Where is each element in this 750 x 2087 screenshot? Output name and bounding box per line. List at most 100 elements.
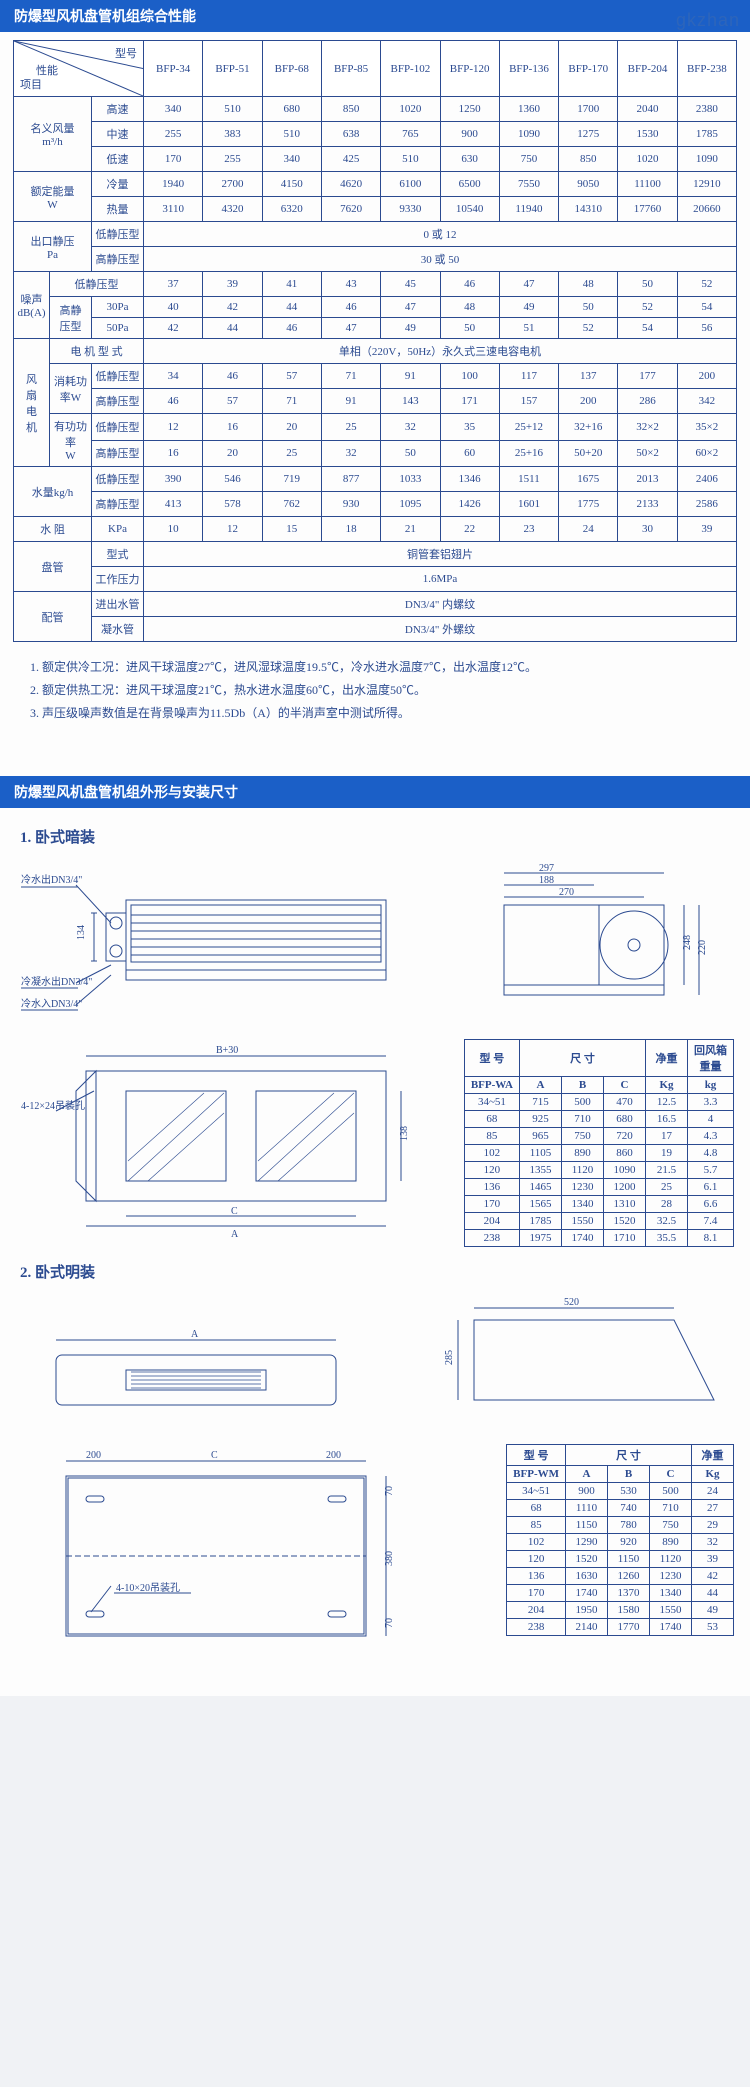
cell: 137 [559, 364, 618, 389]
model-col: BFP-120 [440, 41, 499, 97]
table-cell: 49 [692, 1602, 734, 1619]
dim-a2: A [191, 1329, 199, 1340]
table-cell: 1740 [562, 1230, 604, 1247]
model-col: BFP-238 [677, 41, 736, 97]
cell: 39 [203, 272, 262, 297]
cell: 1775 [559, 492, 618, 517]
wa-col: Kg [646, 1077, 688, 1094]
cell: 1700 [559, 97, 618, 122]
table-cell: 238 [507, 1619, 566, 1636]
cell: 45 [381, 272, 440, 297]
table-cell: 890 [650, 1534, 692, 1551]
table-cell: 1630 [566, 1568, 608, 1585]
cell: 10540 [440, 197, 499, 222]
notes: 1. 额定供冷工况：进风干球温度27℃，进风湿球温度19.5℃，冷水进水温度7℃… [0, 652, 750, 736]
wa-col-box: 回风箱 重量 [688, 1040, 734, 1077]
table-cell: 44 [692, 1585, 734, 1602]
table-cell: 5.7 [688, 1162, 734, 1179]
table-cell: 1200 [604, 1179, 646, 1196]
cell: 18 [321, 517, 380, 542]
row-cool: 冷量 [92, 172, 144, 197]
cell: 200 [559, 389, 618, 414]
cell: 762 [262, 492, 321, 517]
table-cell: 16.5 [646, 1111, 688, 1128]
table-cell: 1550 [562, 1213, 604, 1230]
label-cond-out: 冷凝水出DN3/4" [21, 975, 92, 988]
table-cell: 1340 [562, 1196, 604, 1213]
cell: 52 [677, 272, 736, 297]
cell: 49 [499, 297, 558, 318]
cell: 2013 [618, 467, 677, 492]
cell: 255 [144, 122, 203, 147]
drawing-mounting-plate: 200 C 200 70 380 70 4-10×20吊装孔 [16, 1436, 416, 1676]
table-cell: 34~51 [464, 1094, 519, 1111]
cell: 900 [440, 122, 499, 147]
cell: 2040 [618, 97, 677, 122]
table-cell: 204 [507, 1602, 566, 1619]
cell: 50+20 [559, 440, 618, 467]
table-cell: 27 [692, 1500, 734, 1517]
table-cell: 530 [608, 1483, 650, 1500]
table-cell: 19 [646, 1145, 688, 1162]
cell: 30 [618, 517, 677, 542]
row-mid: 中速 [92, 122, 144, 147]
wm-col-size: 尺 寸 [566, 1445, 692, 1466]
row2: B+30 C A 4-12×24吊装孔 138 型 号 尺 寸 净重 回风箱 重… [0, 1031, 750, 1251]
cell: 1426 [440, 492, 499, 517]
table-cell: 1110 [566, 1500, 608, 1517]
group-pipe: 配管 [14, 592, 92, 642]
table-cell: 750 [562, 1128, 604, 1145]
table-cell: 28 [646, 1196, 688, 1213]
cell: 578 [203, 492, 262, 517]
val-pipe-drain: DN3/4" 外螺纹 [144, 617, 737, 642]
wa-col: C [604, 1077, 646, 1094]
row-water-h: 高静压型 [92, 492, 144, 517]
cell: 630 [440, 147, 499, 172]
model-col: BFP-51 [203, 41, 262, 97]
cell: 2700 [203, 172, 262, 197]
cell: 20 [262, 414, 321, 441]
cell: 1360 [499, 97, 558, 122]
table-wa: 型 号 尺 寸 净重 回风箱 重量 BFP-WA A B C Kg kg 34~… [464, 1039, 734, 1247]
cell: 6320 [262, 197, 321, 222]
cell: 24 [559, 517, 618, 542]
model-col: BFP-170 [559, 41, 618, 97]
section2-title: 防爆型风机盘管机组外形与安装尺寸 [0, 776, 750, 808]
table-cell: 1355 [520, 1162, 562, 1179]
table-cell: 710 [650, 1500, 692, 1517]
val-motortype: 单相（220V，50Hz）永久式三速电容电机 [144, 339, 737, 364]
cell: 56 [677, 318, 736, 339]
label-cold-in: 冷水入DN3/4" [21, 997, 82, 1010]
wm-col: A [566, 1466, 608, 1483]
spec-table: 型号 性能 项目 BFP-34 BFP-51 BFP-68 BFP-85 BFP… [13, 40, 737, 642]
table-cell: 860 [604, 1145, 646, 1162]
cell: 750 [499, 147, 558, 172]
cell: 34 [144, 364, 203, 389]
dim-200l: 200 [86, 1450, 101, 1461]
table-cell: 1150 [566, 1517, 608, 1534]
sub-consume: 消耗功 率W [50, 364, 92, 414]
model-col: BFP-34 [144, 41, 203, 97]
table-cell: 4 [688, 1111, 734, 1128]
table-cell: 4.8 [688, 1145, 734, 1162]
row-sp-h2: 高静压型 [92, 440, 144, 467]
cell: 4320 [203, 197, 262, 222]
table-cell: 680 [604, 1111, 646, 1128]
row-esp-l: 低静压型 [92, 222, 144, 247]
table-cell: 1580 [608, 1602, 650, 1619]
row-esp-h: 高静压型 [92, 247, 144, 272]
watermark: gkzhan [676, 10, 740, 31]
model-col: BFP-136 [499, 41, 558, 97]
cell: 117 [499, 364, 558, 389]
dim-188: 188 [539, 875, 554, 886]
table-cell: 1550 [650, 1602, 692, 1619]
cell: 46 [203, 364, 262, 389]
cell: 47 [499, 272, 558, 297]
cell: 25+16 [499, 440, 558, 467]
cell: 23 [499, 517, 558, 542]
dim-70t: 70 [384, 1486, 395, 1496]
table-cell: 2140 [566, 1619, 608, 1636]
cell: 42 [144, 318, 203, 339]
cell: 32×2 [618, 414, 677, 441]
row-coil-type: 型式 [92, 542, 144, 567]
